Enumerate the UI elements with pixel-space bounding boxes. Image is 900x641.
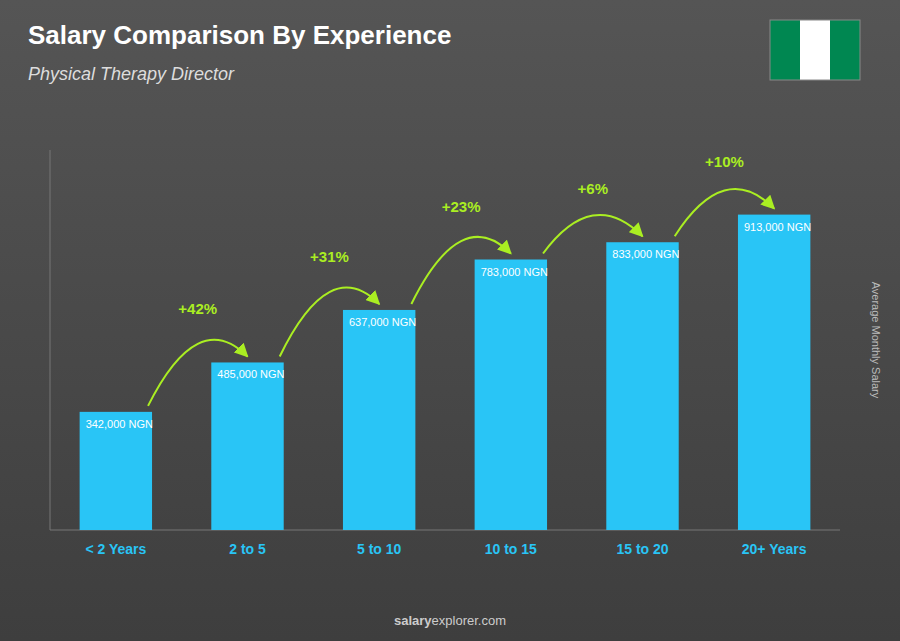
x-tick-label: < 2 Years [85, 541, 146, 557]
change-label: +6% [578, 180, 608, 197]
bars [80, 215, 811, 530]
flag-stripe [770, 20, 800, 80]
footer-part: explorer.com [432, 613, 506, 628]
change-label: +31% [310, 248, 349, 265]
bar [475, 260, 547, 530]
footer-part: salary [394, 613, 432, 628]
value-label: 342,000 NGN [86, 418, 153, 430]
y-axis-line [50, 150, 51, 530]
flag-stripe [800, 20, 830, 80]
bar [606, 242, 678, 530]
bar [211, 362, 283, 530]
x-tick-label: 2 to 5 [229, 541, 266, 557]
change-arrow [148, 340, 247, 406]
change-label: +10% [705, 153, 744, 170]
change-label: +23% [442, 198, 481, 215]
change-arrow [280, 288, 379, 357]
subtitle: Physical Therapy Director [28, 64, 235, 84]
chart-svg: Salary Comparison By Experience Physical … [0, 0, 900, 641]
x-axis-line [50, 530, 840, 531]
bar [738, 215, 810, 530]
bar [343, 310, 415, 530]
footer: salaryexplorer.com [394, 613, 506, 628]
change-arrow [543, 215, 642, 254]
flag [770, 20, 860, 80]
value-label: 783,000 NGN [481, 266, 548, 278]
x-tick-label: 15 to 20 [616, 541, 668, 557]
chart-container: Salary Comparison By Experience Physical … [0, 0, 900, 641]
value-label: 913,000 NGN [744, 221, 811, 233]
change-arrow [411, 237, 510, 304]
value-label: 485,000 NGN [217, 368, 284, 380]
flag-stripe [830, 20, 860, 80]
x-tick-label: 10 to 15 [485, 541, 537, 557]
x-tick-label: 20+ Years [742, 541, 807, 557]
bar [80, 412, 152, 530]
y-axis-label: Average Monthly Salary [870, 282, 882, 399]
background [0, 0, 900, 641]
value-label: 833,000 NGN [612, 248, 679, 260]
change-arrow [675, 189, 774, 236]
value-label: 637,000 NGN [349, 316, 416, 328]
change-label: +42% [178, 300, 217, 317]
title: Salary Comparison By Experience [28, 20, 451, 50]
flag-border [770, 20, 860, 80]
x-tick-label: 5 to 10 [357, 541, 402, 557]
